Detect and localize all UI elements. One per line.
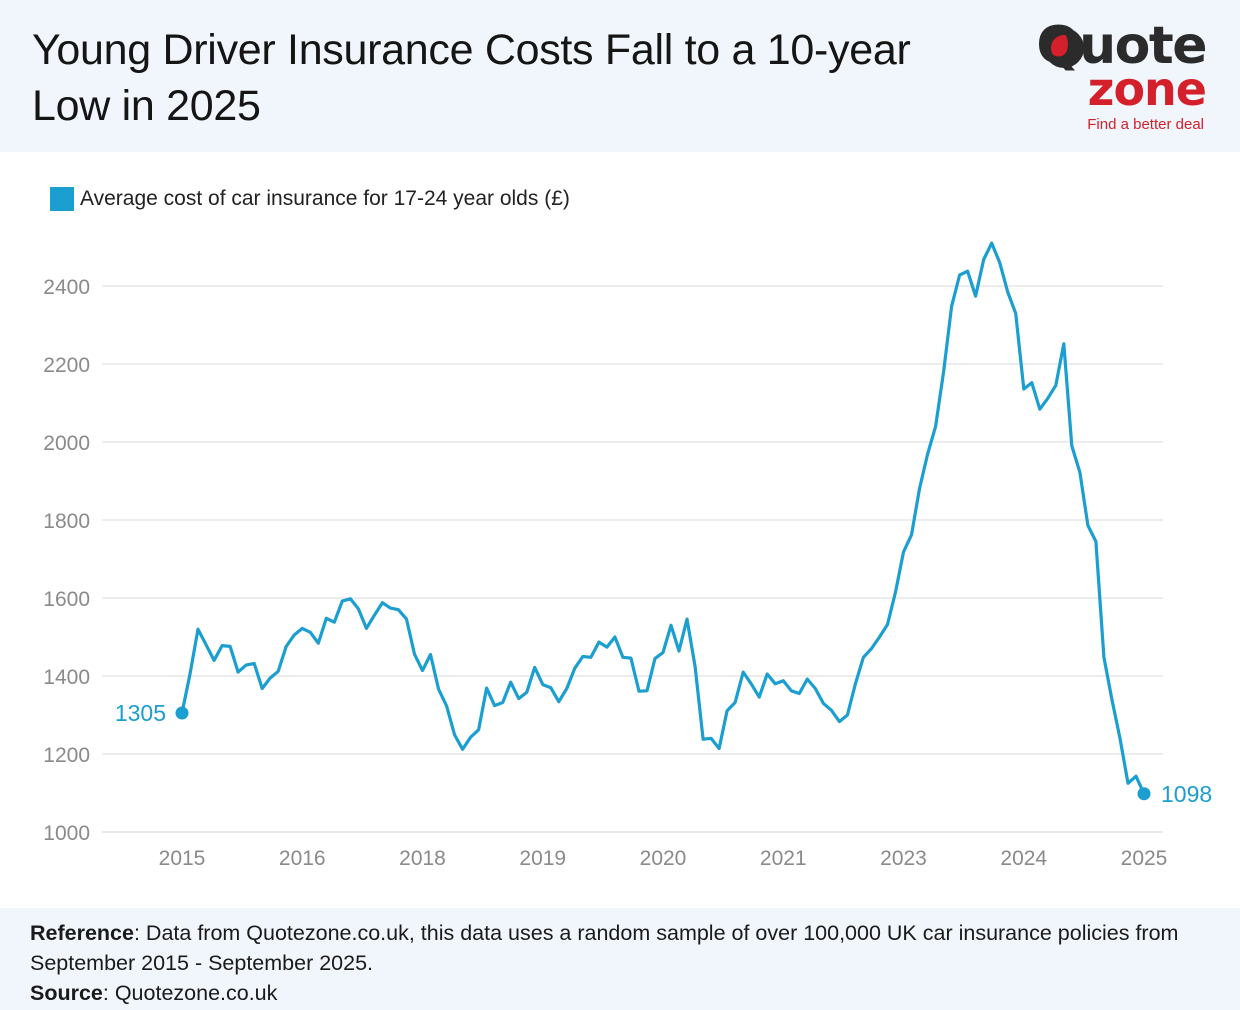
end-labels: 1305 1098 [115,700,1212,807]
source-label: Source [30,981,103,1005]
x-tick-label: 2018 [399,847,446,870]
legend-label: Average cost of car insurance for 17-24 … [80,187,570,210]
grid-lines [102,285,1163,833]
series-line [180,241,1146,796]
y-tick-label: 1600 [43,588,90,611]
y-tick-label: 2200 [43,354,90,377]
y-tick-label: 2400 [43,276,90,299]
chart-legend: Average cost of car insurance for 17-24 … [50,186,570,212]
reference-label: Reference [30,921,134,945]
y-tick-label: 2000 [43,432,90,455]
x-tick-label: 2016 [279,847,326,870]
quotezone-logo: Quote zone Find a better deal [1030,18,1220,138]
y-tick-label: 1000 [43,822,90,845]
x-tick-label: 2020 [640,847,687,870]
end-value-label: 1098 [1161,781,1212,807]
x-tick-label: 2024 [1000,847,1047,870]
header-band: Young Driver Insurance Costs Fall to a 1… [0,0,1240,152]
end-point-marker [1137,787,1151,801]
start-point-marker [175,706,189,720]
y-axis-ticks: 1000 1200 1400 1600 1800 2000 2200 2400 [43,276,90,845]
footer-text: Reference: Data from Quotezone.co.uk, th… [30,918,1210,1008]
footer-band: Reference: Data from Quotezone.co.uk, th… [0,908,1240,1010]
reference-text: : Data from Quotezone.co.uk, this data u… [30,921,1179,975]
x-tick-label: 2015 [159,847,206,870]
location-pin-icon [1044,28,1084,68]
source-text: : Quotezone.co.uk [102,981,278,1005]
y-tick-label: 1200 [43,744,90,767]
y-tick-label: 1400 [43,666,90,689]
y-tick-label: 1800 [43,510,90,533]
series-layer [175,241,1151,801]
logo-tagline: Find a better deal [1087,116,1204,133]
x-tick-label: 2019 [519,847,566,870]
logo-word-zone: zone [1087,62,1207,116]
x-tick-label: 2023 [880,847,927,870]
logo-word-quote: Quote [1036,16,1207,76]
x-axis-ticks: 2015 2016 2018 2019 2020 2021 2023 2024 2025 [159,847,1168,870]
x-tick-label: 2025 [1121,847,1168,870]
legend-swatch [50,187,74,211]
x-tick-label: 2021 [760,847,807,870]
chart-title: Young Driver Insurance Costs Fall to a 1… [32,26,911,130]
start-value-label: 1305 [115,700,166,726]
